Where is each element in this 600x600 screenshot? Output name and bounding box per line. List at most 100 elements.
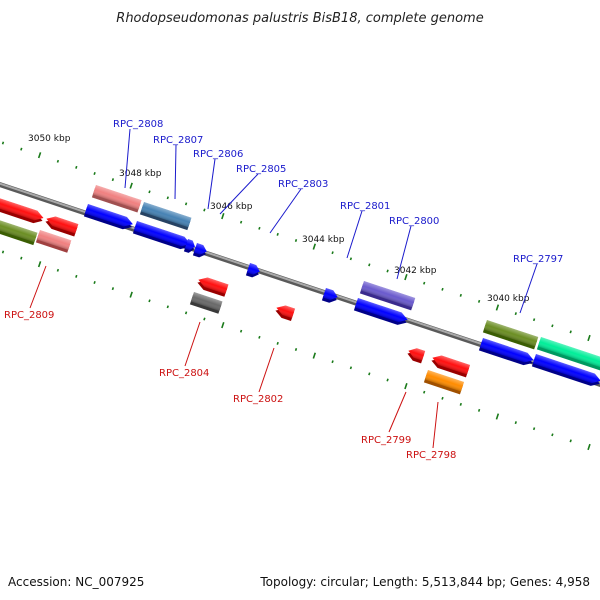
gene-label-rpc-2802[interactable]: RPC_2802 bbox=[233, 394, 283, 405]
gene-label-rpc-2805[interactable]: RPC_2805 bbox=[236, 164, 286, 175]
tick-mark-lower bbox=[459, 402, 462, 406]
tick-mark-upper bbox=[349, 257, 353, 261]
tick-label-3048: 3048 kbp bbox=[119, 169, 162, 179]
tick-label-3040: 3040 kbp bbox=[487, 294, 530, 304]
tick-mark-lower bbox=[331, 360, 334, 364]
footer-topology: Topology: circular; Length: 5,513,844 bp… bbox=[259, 575, 590, 589]
gene-right-teal[interactable] bbox=[536, 337, 600, 372]
gene-rpc-2805[interactable] bbox=[192, 243, 208, 259]
gene-label-rpc-2808[interactable]: RPC_2808 bbox=[113, 119, 163, 130]
tick-mark-lower bbox=[386, 378, 389, 382]
tick-label-3042: 3042 kbp bbox=[394, 266, 437, 276]
tick-mark-upper bbox=[312, 243, 317, 250]
tick-label-3044: 3044 kbp bbox=[302, 235, 345, 245]
tick-mark-lower bbox=[203, 317, 206, 321]
gene-rpc-2798-category[interactable] bbox=[423, 370, 465, 395]
tick-mark-upper bbox=[75, 165, 78, 169]
tick-mark-lower bbox=[532, 427, 536, 431]
gene-rpc-2799[interactable] bbox=[406, 346, 426, 364]
gene-rpc-2808-category[interactable] bbox=[91, 185, 142, 213]
gene-rpc-2808[interactable] bbox=[83, 204, 135, 232]
tick-mark-lower bbox=[129, 291, 133, 298]
gene-pink-left[interactable] bbox=[35, 230, 72, 253]
tick-mark-upper bbox=[368, 263, 371, 267]
tick-mark-upper bbox=[221, 213, 225, 220]
tick-mark-upper bbox=[587, 334, 591, 342]
gene-rpc-2806[interactable] bbox=[183, 239, 197, 254]
tick-mark-upper bbox=[441, 287, 444, 291]
gene-rpc-2800[interactable] bbox=[353, 298, 409, 327]
tick-mark-lower bbox=[368, 372, 371, 376]
tick-mark-upper bbox=[148, 190, 151, 194]
tick-label-3046: 3046 kbp bbox=[210, 202, 253, 212]
tick-mark-lower bbox=[75, 274, 78, 278]
gene-label-rpc-2799[interactable]: RPC_2799 bbox=[361, 435, 411, 446]
gene-rpc-2798[interactable] bbox=[430, 353, 471, 378]
tick-mark-lower bbox=[404, 383, 408, 390]
gene-label-rpc-2803[interactable]: RPC_2803 bbox=[278, 179, 328, 190]
tick-mark-lower bbox=[93, 281, 96, 284]
gene-label-rpc-2807[interactable]: RPC_2807 bbox=[153, 135, 203, 146]
tick-mark-lower bbox=[56, 268, 60, 272]
tick-mark-upper bbox=[37, 152, 42, 159]
tick-mark-upper bbox=[203, 208, 206, 212]
gene-rpc-2807-category[interactable] bbox=[139, 202, 192, 231]
gene-rpc-2807[interactable] bbox=[132, 221, 192, 252]
tick-mark-lower bbox=[477, 408, 481, 412]
gene-features bbox=[0, 185, 600, 395]
gene-label-rpc-2809[interactable]: RPC_2809 bbox=[4, 310, 54, 321]
tick-mark-lower bbox=[37, 261, 42, 268]
gene-label-rpc-2800[interactable]: RPC_2800 bbox=[389, 216, 439, 227]
tick-mark-lower bbox=[184, 311, 188, 315]
tick-mark-upper bbox=[331, 251, 334, 255]
gene-label-rpc-2797[interactable]: RPC_2797 bbox=[513, 254, 563, 265]
tick-mark-upper bbox=[129, 182, 133, 189]
gene-right-blue[interactable] bbox=[531, 354, 600, 388]
gene-rpc-2804[interactable] bbox=[196, 275, 229, 297]
gene-label-rpc-2798[interactable]: RPC_2798 bbox=[406, 450, 456, 461]
gene-label-rpc-2804[interactable]: RPC_2804 bbox=[159, 368, 209, 379]
tick-mark-lower bbox=[239, 329, 243, 333]
tick-mark-lower bbox=[276, 341, 279, 345]
tick-mark-upper bbox=[294, 239, 298, 242]
tick-mark-upper bbox=[111, 178, 115, 182]
gene-olive-left[interactable] bbox=[0, 217, 38, 246]
tick-mark-upper bbox=[93, 172, 96, 175]
tick-mark-lower bbox=[1, 250, 5, 254]
forward-gene-label-text: RPC_2808 RPC_2807 RPC_2806 RPC_2805 RPC_… bbox=[113, 119, 563, 265]
tick-mark-upper bbox=[404, 274, 408, 281]
tick-mark-upper bbox=[184, 202, 188, 206]
gene-red-left[interactable] bbox=[0, 195, 45, 226]
tick-mark-lower bbox=[258, 335, 261, 339]
gene-label-rpc-2801[interactable]: RPC_2801 bbox=[340, 201, 390, 212]
gene-rpc-2800-category[interactable] bbox=[359, 281, 416, 311]
tick-mark-upper bbox=[258, 226, 261, 230]
tick-mark-lower bbox=[423, 390, 426, 394]
tick-mark-lower bbox=[495, 413, 500, 420]
tick-mark-upper bbox=[20, 147, 23, 151]
tick-mark-upper bbox=[166, 196, 169, 200]
gene-rpc-2797[interactable] bbox=[478, 338, 535, 368]
tick-label-3050: 3050 kbp bbox=[28, 134, 71, 144]
gene-rpc-2804-category[interactable] bbox=[189, 292, 223, 314]
gene-rpc-2801[interactable] bbox=[321, 288, 339, 305]
reverse-gene-labels bbox=[29, 265, 439, 449]
tick-mark-upper bbox=[532, 318, 536, 322]
tick-mark-upper bbox=[569, 330, 572, 334]
gene-rpc-2797-category[interactable] bbox=[482, 320, 539, 350]
tick-mark-upper bbox=[56, 159, 60, 163]
footer-accession: Accession: NC_007925 bbox=[8, 575, 144, 589]
gene-label-rpc-2806[interactable]: RPC_2806 bbox=[193, 149, 243, 160]
tick-mark-lower bbox=[166, 305, 169, 309]
tick-mark-lower bbox=[349, 366, 353, 370]
tick-dot-rows bbox=[1, 141, 591, 451]
gene-rpc-2803[interactable] bbox=[245, 263, 261, 279]
tick-mark-upper bbox=[551, 324, 554, 328]
gene-rpc-2802[interactable] bbox=[274, 303, 296, 322]
gene-red-left-2[interactable] bbox=[44, 214, 79, 237]
tick-mark-lower bbox=[294, 348, 298, 351]
tick-mark-lower bbox=[514, 421, 517, 425]
map-title: Rhodopseudomonas palustris BisB18, compl… bbox=[116, 11, 483, 26]
